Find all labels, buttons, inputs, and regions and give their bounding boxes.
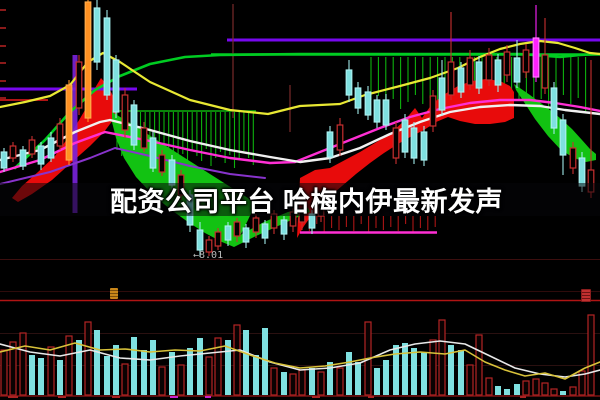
headline-banner: 配资公司平台 哈梅内伊最新发声 — [0, 183, 600, 217]
left-signal-marker-icon — [110, 288, 118, 299]
low-price-label: ←8.01 — [193, 250, 224, 261]
headline-text: 配资公司平台 哈梅内伊最新发声 — [110, 187, 504, 217]
right-signal-marker-icon — [581, 289, 591, 302]
